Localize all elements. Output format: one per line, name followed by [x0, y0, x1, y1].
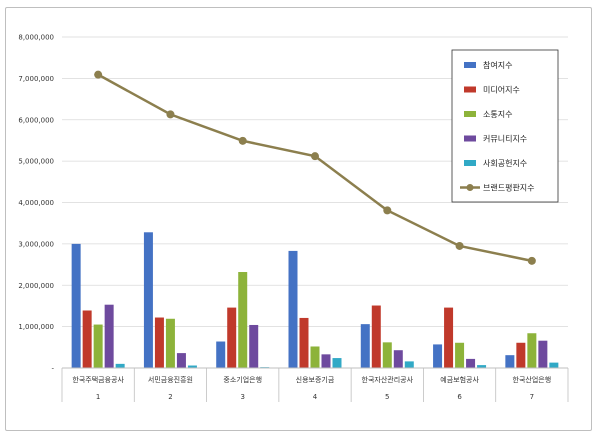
bar: [466, 358, 476, 368]
x-category-number: 6: [457, 393, 462, 401]
y-tick-label: 1,000,000: [18, 323, 54, 331]
bar: [505, 355, 515, 368]
x-category-number: 1: [96, 393, 100, 401]
y-tick-label: 7,000,000: [18, 75, 54, 83]
y-tick-label: 3,000,000: [18, 240, 54, 248]
bars: [71, 232, 559, 368]
legend-label: 브랜드평판지수: [483, 183, 535, 193]
legend-swatch: [464, 111, 476, 117]
bar: [104, 304, 114, 368]
bar: [310, 346, 320, 368]
legend-label: 사회공헌지수: [483, 159, 527, 168]
bar: [332, 358, 342, 368]
x-category-label: 중소기업은행: [223, 375, 262, 384]
bar: [371, 305, 381, 368]
bar: [143, 232, 153, 368]
legend-swatch-marker: [466, 184, 474, 191]
x-category-number: 2: [168, 393, 172, 401]
bar: [82, 310, 92, 368]
bar: [227, 307, 237, 368]
bar: [321, 354, 331, 368]
bar: [404, 361, 414, 368]
bar: [382, 342, 392, 368]
brand-reputation-line: [94, 70, 536, 265]
line-point: [94, 70, 103, 79]
legend-swatch: [464, 135, 476, 142]
legend-label: 미디어지수: [483, 85, 520, 95]
bar: [444, 307, 454, 368]
bar: [216, 341, 226, 368]
legend-swatch: [464, 86, 476, 93]
bar: [549, 362, 559, 368]
x-category-label: 한국산업은행: [513, 375, 552, 384]
x-category-number: 3: [240, 393, 244, 401]
bar: [115, 363, 125, 368]
bar: [455, 342, 465, 368]
legend-label: 소통지수: [483, 110, 512, 119]
line-point: [455, 241, 464, 250]
line-point: [383, 206, 392, 215]
x-category-label: 신용보증기금: [296, 375, 335, 384]
bar: [393, 350, 403, 368]
bar: [527, 333, 537, 368]
legend-label: 커뮤니티지수: [483, 134, 527, 144]
bar: [154, 317, 164, 368]
bar: [299, 317, 309, 368]
legend-label: 참여지수: [483, 60, 512, 70]
x-category-number: 5: [385, 393, 389, 401]
bar: [165, 318, 175, 368]
y-axis: - 1,000,000 2,000,000 3,000,000 4,000,000 5,0…: [18, 34, 54, 373]
bar: [288, 250, 298, 368]
bar: [360, 324, 370, 368]
x-category-label: 예금보험공사: [440, 375, 479, 384]
line-point: [238, 136, 247, 145]
y-tick-label: 4,000,000: [18, 199, 54, 207]
y-tick-label: 6,000,000: [18, 116, 54, 124]
y-tick-label: 8,000,000: [18, 34, 54, 42]
bar: [71, 243, 81, 368]
legend-box: [451, 49, 559, 203]
bar: [238, 272, 248, 368]
x-axis: 한국주택금융공사 1 서민금융진흥원 2 중소기업은행 3 신용보증기금 4 한국자산관리공사 5…: [61, 367, 569, 402]
bar: [176, 353, 186, 368]
x-category-label: 한국주택금융공사: [72, 375, 124, 384]
x-category-label: 서민금융진흥원: [148, 375, 193, 384]
bar: [433, 344, 443, 368]
legend-swatch: [464, 62, 476, 68]
legend-swatch: [464, 160, 476, 166]
x-category-number: 4: [313, 393, 318, 401]
y-tick-label: 2,000,000: [18, 282, 54, 290]
bar: [477, 365, 487, 368]
y-tick-label: -: [51, 365, 54, 373]
line-point: [311, 152, 319, 161]
y-tick-label: 5,000,000: [18, 158, 54, 166]
bar: [516, 342, 526, 368]
x-category-label: 한국자산관리공사: [362, 375, 414, 384]
line-point: [166, 110, 175, 119]
bar: [93, 324, 103, 368]
bar: [538, 340, 548, 368]
bar: [187, 365, 197, 368]
bar: [249, 324, 259, 368]
line-point: [527, 256, 536, 265]
x-category-number: 7: [530, 393, 534, 401]
